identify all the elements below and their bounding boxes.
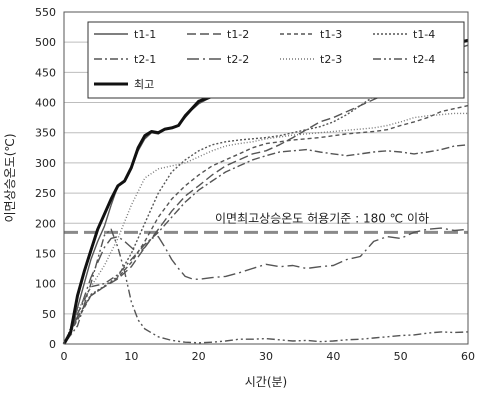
y-tick-label: 450 xyxy=(35,66,56,79)
y-tick-label: 400 xyxy=(35,97,56,110)
legend-label: t1-1 xyxy=(134,28,156,41)
legend-label: 최고 xyxy=(134,78,154,91)
plot-frame xyxy=(63,11,469,345)
y-tick-label: 200 xyxy=(35,217,56,230)
y-axis-label: 이면상승온도(℃) xyxy=(3,133,17,222)
y-tick-label: 0 xyxy=(49,338,56,351)
x-tick-label: 10 xyxy=(124,350,138,363)
y-tick-label: 100 xyxy=(35,278,56,291)
series-line-t2-2 xyxy=(63,227,469,345)
series-line-t2-1 xyxy=(63,144,469,345)
series-line-t2-4 xyxy=(63,228,469,345)
series-line-t1-2 xyxy=(63,70,469,345)
legend-label: t1-2 xyxy=(227,28,249,41)
legend-label: t2-1 xyxy=(134,53,156,66)
y-tick-label: 250 xyxy=(35,187,56,200)
y-tick-label: 550 xyxy=(35,6,56,19)
reference-line-label: 이면최고상승온도 허용기준 : 180 ℃ 이하 xyxy=(215,211,429,225)
y-tick-label: 350 xyxy=(35,127,56,140)
x-tick-label: 40 xyxy=(326,350,340,363)
x-tick-label: 0 xyxy=(61,350,68,363)
legend-label: t2-3 xyxy=(320,53,342,66)
y-tick-label: 150 xyxy=(35,247,56,260)
series-line-t1-4 xyxy=(63,71,468,345)
y-tick-label: 300 xyxy=(35,157,56,170)
series-line-t1-3 xyxy=(63,104,469,345)
x-tick-label: 60 xyxy=(461,350,475,363)
x-tick-label: 20 xyxy=(192,350,206,363)
legend-label: t1-4 xyxy=(413,28,435,41)
y-tick-label: 500 xyxy=(35,36,56,49)
legend-label: t2-2 xyxy=(227,53,249,66)
legend: t1-1 t1-2 t1-3 t1-4 t2-1 t2-2 t2-3 t2-4 최고 xyxy=(87,21,465,99)
axes xyxy=(63,11,469,345)
x-tick-label: 50 xyxy=(394,350,408,363)
series-line-t2-3 xyxy=(63,112,468,345)
legend-label: t1-3 xyxy=(320,28,342,41)
x-axis-label: 시간(분) xyxy=(245,375,287,389)
tick-labels: 0 50 100 150 200 250 300 350 400 450 500 550 0 10 20 30… xyxy=(35,6,475,363)
y-tick-label: 50 xyxy=(42,308,56,321)
legend-label: t2-4 xyxy=(413,53,435,66)
x-tick-label: 30 xyxy=(259,350,273,363)
